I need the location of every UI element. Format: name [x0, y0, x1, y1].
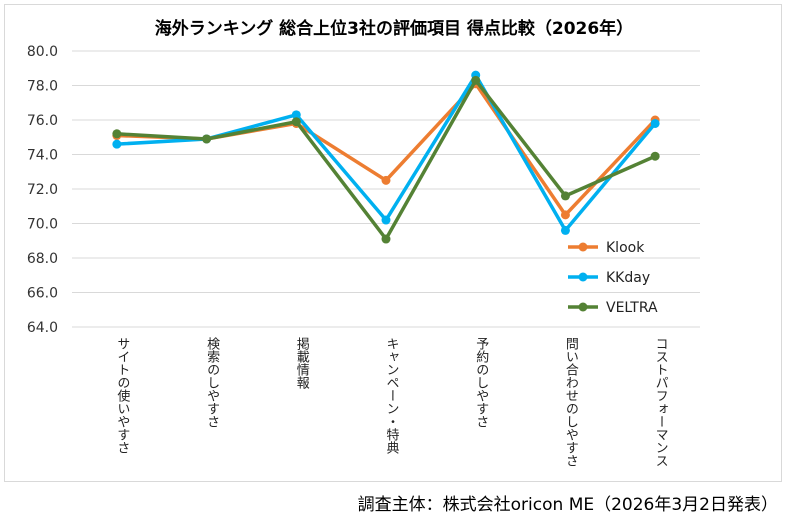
data-point-veltra — [202, 134, 212, 144]
y-tick-label: 72.0 — [27, 182, 58, 198]
legend-marker-klook — [578, 242, 588, 252]
legend-label-kkday: KKday — [606, 270, 650, 286]
x-tick-label: キャンペーン・特典 — [384, 337, 400, 454]
data-point-veltra — [471, 75, 481, 85]
data-point-kkday — [112, 139, 122, 149]
data-point-veltra — [560, 191, 570, 201]
y-tick-label: 76.0 — [27, 113, 58, 129]
data-point-veltra — [381, 234, 391, 244]
y-tick-label: 74.0 — [27, 148, 58, 164]
x-tick-label: 検索のしやすさ — [204, 337, 220, 428]
y-tick-label: 78.0 — [27, 79, 58, 95]
data-point-klook — [560, 210, 570, 220]
legend-label-klook: Klook — [606, 240, 645, 256]
series-line-veltra — [116, 78, 656, 241]
legend-label-veltra: VELTRA — [606, 300, 658, 316]
series-line-klook — [116, 82, 657, 217]
x-tick-label: 掲載情報 — [294, 336, 310, 389]
data-point-kkday — [381, 215, 391, 225]
data-point-veltra — [291, 117, 301, 127]
y-tick-label: 66.0 — [27, 286, 58, 302]
x-tick-label: コストパフォーマンス — [653, 337, 669, 467]
chart-title: 海外ランキング 総合上位3社の評価項目 得点比較（2026年） — [154, 19, 634, 39]
legend-marker-kkday — [578, 272, 588, 282]
y-tick-label: 68.0 — [27, 251, 58, 267]
x-tick-label: サイトの使いやすさ — [114, 337, 130, 454]
chart-frame — [4, 4, 782, 482]
x-tick-label: 予約のしやすさ — [473, 337, 489, 428]
data-point-veltra — [650, 151, 660, 161]
data-point-kkday — [650, 118, 660, 128]
data-point-kkday — [560, 225, 570, 235]
data-point-klook — [381, 175, 391, 185]
y-tick-label: 80.0 — [27, 44, 58, 60]
data-point-veltra — [112, 129, 122, 139]
legend-marker-veltra — [578, 302, 588, 312]
y-tick-label: 64.0 — [27, 320, 58, 336]
x-tick-label: 問い合わせのしやすさ — [563, 337, 579, 467]
y-tick-label: 70.0 — [27, 217, 58, 233]
source-note: 調査主体：株式会社oricon ME（2026年3月2日発表） — [357, 495, 778, 515]
data-point-kkday — [291, 110, 301, 120]
